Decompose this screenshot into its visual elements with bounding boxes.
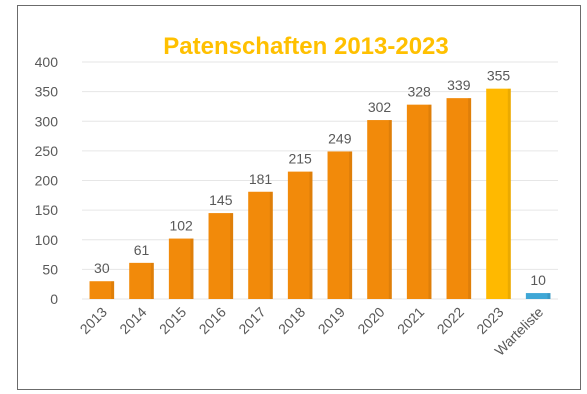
data-label-2014: 61 <box>134 242 150 258</box>
x-tick-label-2014: 2014 <box>116 304 149 337</box>
bar-2017 <box>248 191 273 299</box>
x-tick-label-2023: 2023 <box>473 304 506 337</box>
y-tick-label: 200 <box>35 173 59 189</box>
y-tick-label: 400 <box>35 54 59 70</box>
x-tick-label-2020: 2020 <box>354 304 387 337</box>
bar-2014 <box>129 262 154 299</box>
bar-2018 <box>287 171 313 299</box>
x-tick-label-2013: 2013 <box>77 304 110 337</box>
bar-shade-2015 <box>190 238 194 299</box>
x-tick-label-2015: 2015 <box>156 304 189 337</box>
bar-chart: Patenschaften 2013-2023 0 50 100 150 200 250 3… <box>35 33 558 359</box>
y-axis: 0 50 100 150 200 250 300 350 400 <box>35 54 59 307</box>
bar-shade-2013 <box>111 281 115 299</box>
bar-shade-2023 <box>507 88 511 299</box>
bar-shade-2019 <box>349 151 353 299</box>
x-tick-label-2019: 2019 <box>315 304 348 337</box>
data-label-2013: 30 <box>94 260 110 276</box>
bar-shade-2017 <box>269 191 273 299</box>
chart-title: Patenschaften 2013-2023 <box>163 33 449 60</box>
data-label-2018: 215 <box>288 151 312 167</box>
data-label-2022: 339 <box>447 77 471 93</box>
bar-shade-2022 <box>468 98 472 299</box>
x-tick-label-2022: 2022 <box>434 304 467 337</box>
gridlines <box>82 61 558 300</box>
bar-2021 <box>406 104 432 299</box>
data-label-2019: 249 <box>328 130 352 146</box>
data-label-warteliste: 10 <box>530 272 546 288</box>
bar-shade-warteliste <box>547 293 551 299</box>
y-tick-label: 100 <box>35 232 59 248</box>
data-label-2015: 102 <box>169 218 193 234</box>
y-tick-label: 350 <box>35 84 59 100</box>
x-tick-label-2016: 2016 <box>196 304 229 337</box>
bar-shade-2021 <box>428 104 432 299</box>
x-axis: 2013 2014 2015 2016 2017 2018 2019 2020 2021 2022… <box>77 304 547 359</box>
bar-2019 <box>327 151 353 299</box>
bar-shade-2018 <box>309 171 313 299</box>
data-label-2017: 181 <box>249 171 273 187</box>
bar-warteliste <box>525 293 551 299</box>
y-tick-label: 150 <box>35 202 59 218</box>
y-tick-label: 0 <box>50 291 58 307</box>
x-tick-label-2021: 2021 <box>394 304 427 337</box>
y-tick-label: 250 <box>35 143 59 159</box>
data-label-2021: 328 <box>407 84 431 100</box>
bars <box>89 88 551 299</box>
bar-2023 <box>486 88 511 299</box>
data-labels: 30 61 102 145 181 215 249 302 328 339 355 10 <box>94 68 546 288</box>
bar-2013 <box>89 281 115 299</box>
data-label-2023: 355 <box>487 68 511 84</box>
bar-shade-2020 <box>388 120 392 299</box>
x-tick-label-2018: 2018 <box>275 304 308 337</box>
chart-frame: Patenschaften 2013-2023 0 50 100 150 200 250 3… <box>17 5 581 390</box>
bar-2016 <box>208 213 234 299</box>
bar-shade-2016 <box>230 213 234 299</box>
bar-2022 <box>446 98 472 299</box>
bar-shade-2014 <box>150 262 154 299</box>
bar-2020 <box>367 120 392 299</box>
x-tick-label-2017: 2017 <box>235 304 268 337</box>
y-tick-label: 50 <box>42 261 58 277</box>
data-label-2020: 302 <box>368 99 392 115</box>
bar-2015 <box>168 238 194 299</box>
data-label-2016: 145 <box>209 192 233 208</box>
y-tick-label: 300 <box>35 113 59 129</box>
